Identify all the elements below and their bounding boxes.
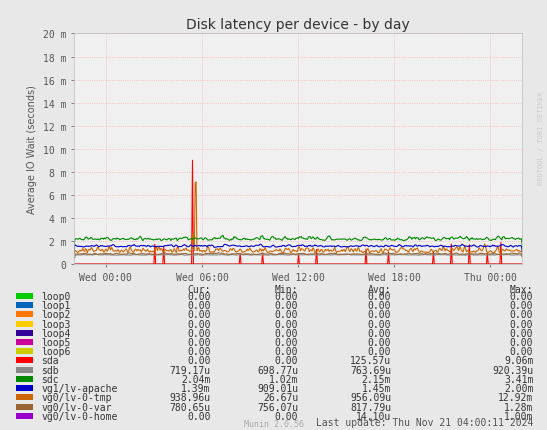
Text: RRDTOOL / TOBI OETIKER: RRDTOOL / TOBI OETIKER — [538, 91, 544, 184]
Text: Last update: Thu Nov 21 04:00:11 2024: Last update: Thu Nov 21 04:00:11 2024 — [316, 417, 533, 427]
Text: 1.28m: 1.28m — [504, 402, 533, 412]
Text: 0.00: 0.00 — [510, 310, 533, 319]
FancyBboxPatch shape — [16, 302, 33, 308]
Text: 12.92m: 12.92m — [498, 393, 533, 402]
Text: 763.69u: 763.69u — [350, 365, 391, 375]
FancyBboxPatch shape — [16, 358, 33, 364]
Text: 920.39u: 920.39u — [492, 365, 533, 375]
Text: 0.00: 0.00 — [187, 347, 211, 356]
Text: sdc: sdc — [41, 374, 59, 384]
FancyBboxPatch shape — [16, 413, 33, 419]
Text: 756.07u: 756.07u — [257, 402, 298, 412]
Text: 0.00: 0.00 — [368, 328, 391, 338]
Text: 0.00: 0.00 — [187, 310, 211, 319]
Text: 0.00: 0.00 — [187, 301, 211, 310]
Text: 0.00: 0.00 — [275, 347, 298, 356]
Y-axis label: Average IO Wait (seconds): Average IO Wait (seconds) — [27, 85, 37, 214]
Text: 938.96u: 938.96u — [170, 393, 211, 402]
Text: sda: sda — [41, 356, 59, 365]
Text: 0.00: 0.00 — [510, 291, 533, 301]
Text: 0.00: 0.00 — [187, 319, 211, 329]
Text: Max:: Max: — [510, 284, 533, 294]
Text: vg0/lv-0-var: vg0/lv-0-var — [41, 402, 112, 412]
Text: loop0: loop0 — [41, 291, 71, 301]
Text: 1.39m: 1.39m — [181, 383, 211, 393]
Text: 0.00: 0.00 — [510, 301, 533, 310]
Text: 0.00: 0.00 — [275, 310, 298, 319]
FancyBboxPatch shape — [16, 394, 33, 400]
FancyBboxPatch shape — [16, 312, 33, 318]
Text: 0.00: 0.00 — [275, 291, 298, 301]
Text: Min:: Min: — [275, 284, 298, 294]
Text: 0.00: 0.00 — [275, 356, 298, 365]
Title: Disk latency per device - by day: Disk latency per device - by day — [186, 18, 410, 32]
Text: 0.00: 0.00 — [510, 337, 533, 347]
FancyBboxPatch shape — [16, 367, 33, 373]
Text: 0.00: 0.00 — [187, 328, 211, 338]
Text: 0.00: 0.00 — [368, 291, 391, 301]
Text: 26.67u: 26.67u — [263, 393, 298, 402]
Text: 2.00m: 2.00m — [504, 383, 533, 393]
Text: 2.15m: 2.15m — [362, 374, 391, 384]
Text: 956.09u: 956.09u — [350, 393, 391, 402]
Text: 0.00: 0.00 — [510, 328, 533, 338]
Text: 0.00: 0.00 — [510, 347, 533, 356]
Text: 2.04m: 2.04m — [181, 374, 211, 384]
FancyBboxPatch shape — [16, 330, 33, 336]
FancyBboxPatch shape — [16, 404, 33, 409]
Text: loop2: loop2 — [41, 310, 71, 319]
Text: vg1/lv-apache: vg1/lv-apache — [41, 383, 118, 393]
Text: 0.00: 0.00 — [275, 337, 298, 347]
FancyBboxPatch shape — [16, 376, 33, 382]
Text: 0.00: 0.00 — [275, 328, 298, 338]
Text: 1.45m: 1.45m — [362, 383, 391, 393]
Text: 0.00: 0.00 — [275, 411, 298, 421]
Text: 0.00: 0.00 — [187, 291, 211, 301]
Text: Cur:: Cur: — [187, 284, 211, 294]
Text: 698.77u: 698.77u — [257, 365, 298, 375]
FancyBboxPatch shape — [16, 293, 33, 299]
Text: 125.57u: 125.57u — [350, 356, 391, 365]
Text: 0.00: 0.00 — [368, 337, 391, 347]
Text: sdb: sdb — [41, 365, 59, 375]
Text: 1.00m: 1.00m — [504, 411, 533, 421]
Text: 0.00: 0.00 — [510, 319, 533, 329]
FancyBboxPatch shape — [16, 339, 33, 345]
Text: 0.00: 0.00 — [275, 319, 298, 329]
Text: loop5: loop5 — [41, 337, 71, 347]
Text: 780.65u: 780.65u — [170, 402, 211, 412]
Text: loop6: loop6 — [41, 347, 71, 356]
Text: 817.79u: 817.79u — [350, 402, 391, 412]
FancyBboxPatch shape — [16, 348, 33, 354]
Text: 0.00: 0.00 — [275, 301, 298, 310]
Text: 719.17u: 719.17u — [170, 365, 211, 375]
Text: 0.00: 0.00 — [187, 337, 211, 347]
Text: 0.00: 0.00 — [368, 347, 391, 356]
Text: vg0/lv-0-home: vg0/lv-0-home — [41, 411, 118, 421]
FancyBboxPatch shape — [16, 385, 33, 391]
Text: loop1: loop1 — [41, 301, 71, 310]
Text: 1.02m: 1.02m — [269, 374, 298, 384]
Text: 0.00: 0.00 — [368, 310, 391, 319]
Text: 0.00: 0.00 — [368, 319, 391, 329]
FancyBboxPatch shape — [16, 321, 33, 327]
Text: 909.01u: 909.01u — [257, 383, 298, 393]
Text: 9.06m: 9.06m — [504, 356, 533, 365]
Text: loop3: loop3 — [41, 319, 71, 329]
Text: loop4: loop4 — [41, 328, 71, 338]
Text: 0.00: 0.00 — [187, 411, 211, 421]
Text: 3.41m: 3.41m — [504, 374, 533, 384]
Text: 0.00: 0.00 — [187, 356, 211, 365]
Text: vg0/lv-0-tmp: vg0/lv-0-tmp — [41, 393, 112, 402]
Text: Munin 2.0.56: Munin 2.0.56 — [243, 419, 304, 428]
Text: 14.10u: 14.10u — [356, 411, 391, 421]
Text: Avg:: Avg: — [368, 284, 391, 294]
Text: 0.00: 0.00 — [368, 301, 391, 310]
